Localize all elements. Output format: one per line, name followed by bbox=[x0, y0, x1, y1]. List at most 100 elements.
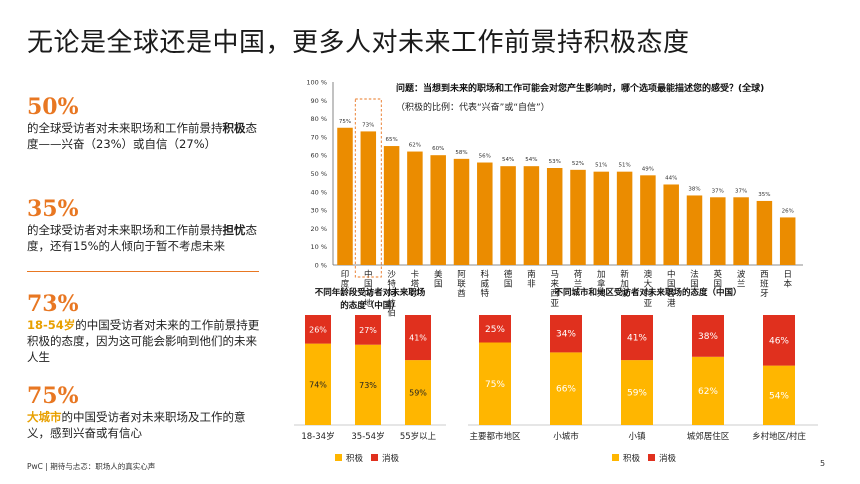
legend-swatch-negative bbox=[371, 454, 378, 461]
bar bbox=[686, 195, 703, 265]
bar-negative bbox=[305, 315, 331, 344]
chart-title: 不同城市和地区受访者对未来职场的态度（中国） bbox=[554, 287, 741, 298]
legend-label-negative: 消极 bbox=[382, 453, 400, 464]
data-label: 38% bbox=[688, 186, 700, 192]
bar bbox=[430, 155, 446, 265]
bar bbox=[337, 127, 353, 265]
x-tick-label: 新 bbox=[620, 269, 629, 280]
x-tick-label: 印 bbox=[341, 269, 350, 280]
data-label-positive: 62% bbox=[698, 387, 718, 397]
x-tick-label: 威 bbox=[481, 279, 490, 290]
bar bbox=[616, 171, 633, 265]
data-label: 37% bbox=[712, 188, 724, 194]
x-tick-label: 大 bbox=[644, 279, 653, 290]
page-number: 5 bbox=[820, 459, 826, 468]
x-tick-label: 非 bbox=[527, 279, 536, 290]
data-label-negative: 26% bbox=[309, 325, 327, 334]
x-tick-label: 坡 bbox=[620, 288, 629, 299]
data-label: 60% bbox=[432, 146, 444, 152]
data-label: 54% bbox=[525, 157, 537, 163]
x-tick-label: 酋 bbox=[457, 288, 466, 299]
x-tick-label: 国 bbox=[434, 280, 443, 290]
x-tick-label: 国 bbox=[690, 280, 699, 290]
highlight-box bbox=[354, 98, 382, 278]
bar bbox=[570, 169, 586, 265]
x-tick-label: 18-34岁 bbox=[301, 431, 334, 442]
data-label: 62% bbox=[409, 143, 421, 149]
bar bbox=[453, 158, 470, 265]
x-tick-label: 地 bbox=[364, 298, 373, 309]
bar bbox=[500, 166, 516, 265]
x-tick-label: 兰 bbox=[574, 279, 583, 290]
bar-positive bbox=[621, 360, 653, 425]
bar-positive bbox=[763, 365, 795, 425]
stat-block-age: 73% 18-54岁的中国受访者对未来的工作前景持更积极的态度，因为这可能会影响… bbox=[27, 291, 265, 365]
x-tick-label: 西 bbox=[760, 270, 769, 280]
x-tick-label: 55岁以上 bbox=[400, 431, 437, 442]
bar-negative bbox=[405, 315, 431, 361]
x-tick-label: 班 bbox=[760, 279, 769, 290]
y-tick-label: 50 % bbox=[310, 170, 327, 178]
chart-subtitle: （积极的比例：代表“兴奋”或“自信”） bbox=[396, 101, 550, 113]
data-label: 44% bbox=[665, 175, 677, 181]
x-tick-label: 内 bbox=[364, 288, 373, 299]
legend-swatch-positive bbox=[612, 454, 619, 461]
x-tick-label: 西 bbox=[550, 289, 559, 299]
x-tick-label: 35-54岁 bbox=[351, 431, 384, 442]
data-label: 58% bbox=[455, 150, 467, 156]
data-label-positive: 75% bbox=[485, 380, 505, 390]
data-label: 26% bbox=[782, 208, 794, 214]
bar-negative bbox=[479, 315, 511, 343]
x-tick-label: 波 bbox=[737, 269, 746, 280]
x-tick-label: 加 bbox=[597, 269, 606, 280]
x-tick-label: 利 bbox=[644, 288, 653, 299]
x-tick-label: 阿 bbox=[387, 289, 396, 299]
data-label-negative: 46% bbox=[769, 336, 789, 346]
x-tick-label: 法 bbox=[690, 269, 699, 280]
x-tick-label: 马 bbox=[550, 270, 559, 280]
bar-positive bbox=[305, 343, 331, 425]
chart-title: 不同年龄段受访者对未来职场 bbox=[315, 287, 426, 298]
data-label-negative: 41% bbox=[627, 334, 647, 344]
x-tick-label: 中 bbox=[667, 269, 676, 280]
data-label-positive: 66% bbox=[556, 385, 576, 395]
x-tick-label: 国 bbox=[504, 280, 513, 290]
x-tick-label: 沙 bbox=[387, 270, 396, 280]
bar-positive bbox=[355, 344, 381, 425]
x-tick-label: 港 bbox=[667, 298, 676, 309]
x-tick-label: 来 bbox=[550, 280, 559, 290]
x-tick-label: 南 bbox=[527, 269, 536, 280]
bar-negative bbox=[355, 315, 381, 345]
stat-block-city: 75% 大城市的中国受访者对未来职场及工作的意义，感到兴奋或有信心 bbox=[27, 383, 265, 441]
y-tick-label: 60 % bbox=[310, 152, 327, 160]
bar bbox=[663, 184, 679, 265]
y-tick-label: 0 % bbox=[315, 262, 327, 270]
city-stacked-bar-chart: 75% 25% 主要都市地区 66% 34% 小城市 59% 41% 小镇 62% 38% 城郊居住区… bbox=[468, 287, 818, 464]
bar bbox=[407, 151, 423, 265]
bar bbox=[640, 175, 656, 265]
bar bbox=[383, 146, 400, 265]
x-tick-label: 特 bbox=[481, 288, 490, 299]
x-tick-label: 荷 bbox=[574, 269, 583, 280]
chart-title: 的态度（中国） bbox=[340, 300, 400, 311]
footer-text: PwC | 期待与忐忑：职场人的真实心声 bbox=[27, 462, 156, 471]
bar bbox=[477, 162, 493, 265]
x-tick-label: 城郊居住区 bbox=[687, 431, 730, 442]
bar-negative bbox=[763, 315, 795, 366]
x-tick-label: 小镇 bbox=[628, 431, 646, 442]
y-tick-label: 70 % bbox=[310, 133, 327, 141]
x-tick-label: 兰 bbox=[737, 279, 746, 290]
data-label-positive: 54% bbox=[769, 391, 789, 401]
bar bbox=[593, 171, 610, 265]
section-divider bbox=[27, 271, 259, 272]
bar-negative bbox=[621, 315, 653, 361]
data-label-negative: 41% bbox=[409, 334, 427, 343]
x-tick-label: 科 bbox=[481, 269, 490, 280]
chart-title: 问题：当想到未来的职场和工作可能会对您产生影响时，哪个选项最能描述您的感受？(全… bbox=[396, 82, 764, 94]
data-label: 51% bbox=[618, 163, 630, 169]
legend-label-positive: 积极 bbox=[346, 453, 364, 464]
x-tick-label: 美 bbox=[434, 269, 443, 280]
y-tick-label: 90 % bbox=[310, 97, 327, 105]
bar-positive bbox=[550, 352, 582, 425]
x-tick-label: 本 bbox=[783, 279, 792, 290]
